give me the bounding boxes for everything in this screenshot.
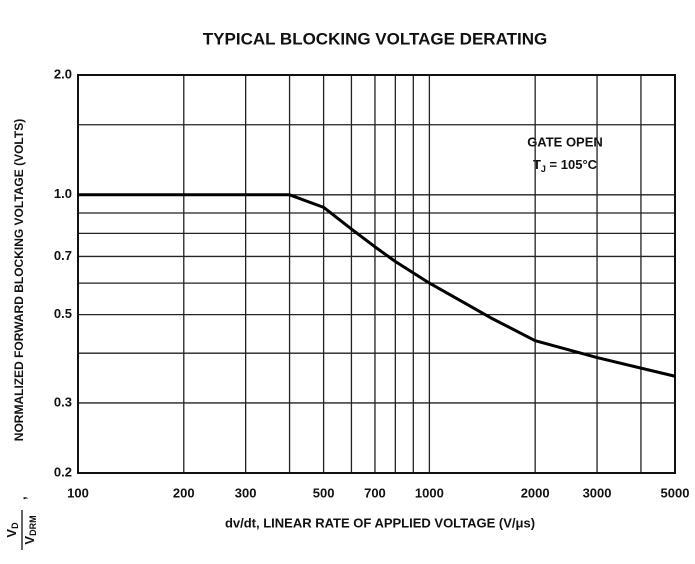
fraction-separator: , bbox=[13, 496, 28, 500]
y-tick-label: 0.5 bbox=[54, 306, 72, 321]
annotation-line2: TJ = 105°C bbox=[533, 157, 598, 174]
chart-title: TYPICAL BLOCKING VOLTAGE DERATING bbox=[203, 29, 547, 48]
annotation-line1: GATE OPEN bbox=[527, 134, 603, 149]
y-axis-label: NORMALIZED FORWARD BLOCKING VOLTAGE (VOL… bbox=[12, 119, 26, 441]
y-axis-fraction: VD VDRM , bbox=[4, 496, 38, 550]
fraction-denominator: VDRM bbox=[22, 515, 38, 544]
x-tick-label: 700 bbox=[364, 485, 386, 500]
x-tick-label: 1000 bbox=[415, 485, 444, 500]
fraction-numerator: VD bbox=[4, 522, 20, 538]
y-tick-label: 2.0 bbox=[54, 66, 72, 81]
y-tick-label: 0.7 bbox=[54, 248, 72, 263]
curve bbox=[78, 193, 676, 378]
x-tick-label: 500 bbox=[313, 485, 335, 500]
x-tick-label: 2000 bbox=[521, 485, 550, 500]
x-tick-label: 100 bbox=[67, 485, 89, 500]
x-tick-label: 3000 bbox=[583, 485, 612, 500]
y-tick-label: 1.0 bbox=[54, 186, 72, 201]
x-tick-label: 300 bbox=[235, 485, 257, 500]
plot-frame bbox=[77, 74, 676, 474]
x-tick-label: 5000 bbox=[661, 485, 690, 500]
y-tick-label: 0.3 bbox=[54, 394, 72, 409]
y-tick-label: 0.2 bbox=[54, 464, 72, 479]
x-tick-label: 200 bbox=[173, 485, 195, 500]
x-axis-label: dv/dt, LINEAR RATE OF APPLIED VOLTAGE (V… bbox=[225, 515, 535, 530]
